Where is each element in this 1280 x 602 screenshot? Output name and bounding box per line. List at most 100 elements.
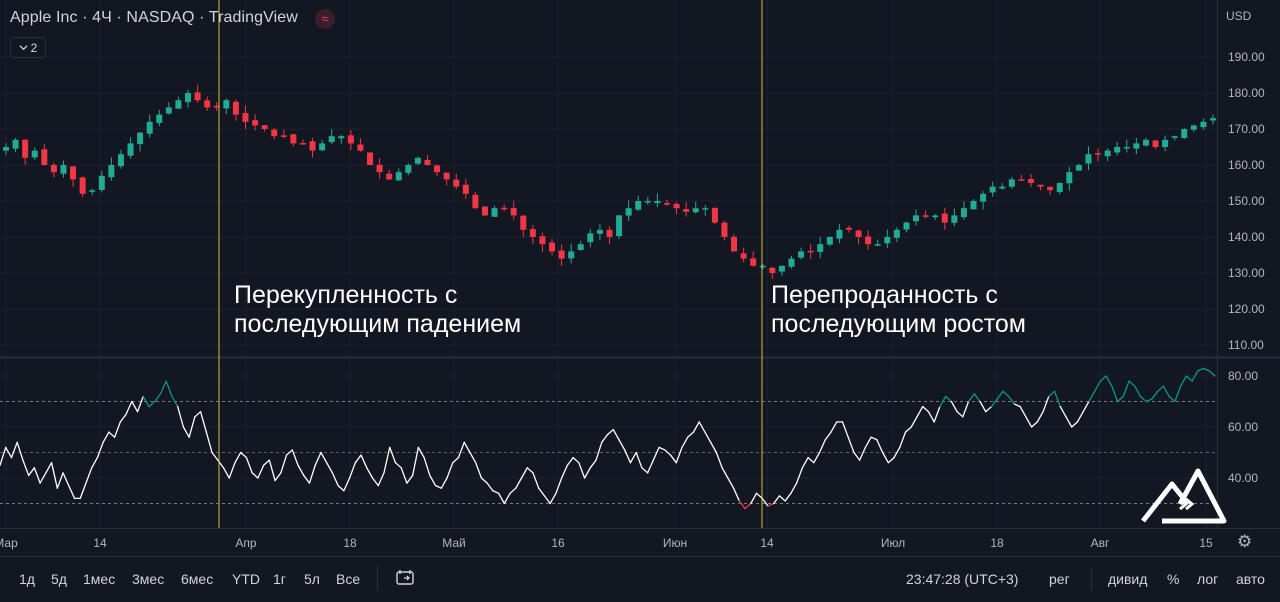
clock-timezone[interactable]: 23:47:28 (UTC+3) [906, 571, 1019, 587]
candle-body [1047, 186, 1054, 191]
rsi-segment [303, 474, 311, 484]
rsi-segment [463, 441, 471, 454]
candle-body [175, 100, 182, 109]
rsi-segment [1111, 385, 1119, 403]
candle-body [453, 179, 460, 187]
rsi-segment [893, 446, 901, 459]
dividend-adjust-button[interactable]: дивид [1108, 571, 1148, 587]
candle-body [309, 141, 316, 151]
time-tick-label: Июл [881, 536, 905, 550]
rsi-segment [1059, 405, 1067, 418]
range-button-5y[interactable]: 5л [304, 571, 320, 587]
rsi-segment [1008, 395, 1016, 405]
rsi-segment [698, 421, 706, 433]
rsi-segment [406, 474, 414, 484]
rsi-segment [446, 462, 454, 479]
log-scale-button[interactable]: лог [1197, 571, 1219, 587]
rsi-segment [979, 400, 987, 413]
rsi-segment [1048, 390, 1056, 398]
candle-body [12, 139, 19, 149]
candle-body [117, 154, 124, 167]
candle-body [989, 186, 996, 193]
candle-body [673, 203, 680, 209]
rsi-segment [1002, 390, 1010, 398]
percent-scale-button[interactable]: % [1167, 571, 1180, 587]
candle-body [606, 229, 613, 237]
chart-canvas[interactable]: 190.00 180.00 170.00 160.00 150.00 140.00 130.… [0, 0, 1280, 556]
rsi-segment [1030, 421, 1038, 428]
rsi-segment [262, 459, 271, 466]
rsi-segment [658, 446, 666, 451]
rsi-segment [297, 464, 305, 477]
toolbar-divider [377, 567, 378, 591]
candle-body [510, 208, 517, 216]
rsi-segment [159, 380, 167, 395]
candle-body [156, 114, 163, 123]
currency-unit-label[interactable]: USD [1226, 9, 1252, 23]
range-button-5d[interactable]: 5д [51, 571, 67, 587]
rsi-segment [400, 467, 408, 484]
chart-legend-title[interactable]: Apple Inc · 4Ч · NASDAQ · TradingView [10, 9, 298, 26]
range-button-1y[interactable]: 1г [273, 571, 286, 587]
rsi-segment [497, 492, 505, 505]
rsi-segment [635, 451, 643, 469]
legend-collapse-button[interactable]: 2 [10, 37, 46, 58]
candle-body [472, 194, 479, 209]
overbought-annotation: Перекупленность с последующим падением [234, 281, 521, 339]
rsi-segment [578, 462, 586, 479]
rsi-segment [96, 441, 104, 459]
rsi-segment [738, 500, 746, 510]
data-status-badge[interactable]: ≈ [315, 9, 335, 29]
rsi-segment [950, 400, 958, 413]
rsi-segment [423, 456, 431, 477]
candle-body [826, 237, 833, 245]
rsi-segment [922, 405, 930, 413]
session-regular-button[interactable]: рег [1049, 571, 1070, 587]
candle-body [941, 213, 948, 223]
rsi-segment [177, 405, 185, 428]
candle-body [711, 207, 718, 223]
candle-body [1152, 140, 1159, 147]
candle-body [60, 165, 67, 174]
candle-body [347, 135, 354, 144]
candle-body [1190, 125, 1197, 130]
rsi-segment [904, 426, 912, 433]
candle-body [1037, 184, 1044, 187]
range-button-ytd[interactable]: YTD [232, 571, 260, 587]
rsi-segment [1036, 411, 1044, 423]
rsi-segment [841, 421, 849, 438]
candle-body [788, 258, 795, 267]
range-button-1m[interactable]: 1мес [83, 571, 116, 587]
rsi-segment [154, 393, 162, 403]
price-tick-label: 180.00 [1228, 86, 1265, 100]
candle-body [750, 258, 757, 266]
rsi-segment [234, 451, 242, 464]
price-tick-label: 140.00 [1228, 230, 1265, 244]
candle-body [596, 229, 603, 234]
rsi-segment [876, 439, 884, 454]
candle-body [1075, 165, 1082, 171]
rsi-segment [1157, 385, 1165, 392]
gear-icon[interactable]: ⚙ [1237, 532, 1253, 551]
range-button-1d[interactable]: 1д [19, 571, 35, 587]
rsi-segment [354, 454, 362, 464]
candle-body [893, 229, 900, 238]
range-button-all[interactable]: Все [336, 571, 361, 587]
price-tick-label: 110.00 [1228, 338, 1264, 352]
rsi-segment [308, 464, 316, 484]
rsi-segment [33, 467, 41, 484]
candle-body [1210, 118, 1216, 121]
auto-scale-button[interactable]: авто [1236, 571, 1265, 587]
oversold-annotation: Перепроданность с последующим ростом [771, 281, 1026, 339]
rsi-tick-label: 60.00 [1228, 420, 1258, 434]
rsi-segment [1105, 375, 1113, 387]
candle-body [884, 237, 891, 244]
range-button-3m[interactable]: 3мес [132, 571, 165, 587]
rsi-segment [125, 400, 133, 415]
candle-body [146, 121, 153, 134]
candle-body [491, 208, 498, 217]
candle-body [137, 132, 144, 145]
range-button-6m[interactable]: 6мес [181, 571, 214, 587]
rsi-segment [240, 451, 248, 459]
goto-date-icon[interactable] [395, 569, 415, 592]
